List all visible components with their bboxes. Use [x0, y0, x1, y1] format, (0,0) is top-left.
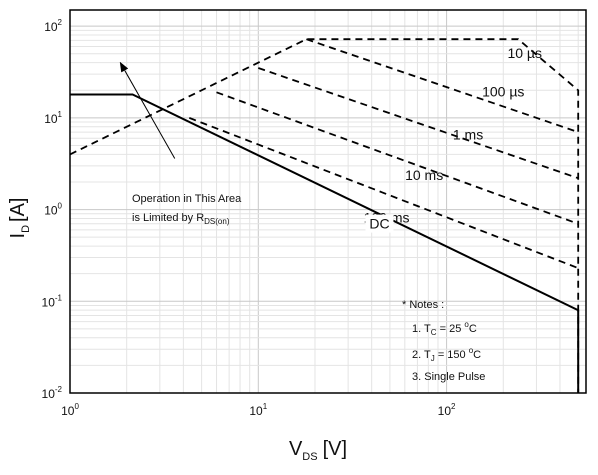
y-axis-title: ID [A] — [7, 198, 32, 239]
y-tick-label: 102 — [44, 18, 62, 34]
curves — [69, 38, 580, 393]
curve-label: 100 µs — [482, 84, 524, 100]
x-axis-unit: [V] — [323, 438, 347, 460]
note-2: 2. TJ = 150 oC — [412, 346, 481, 363]
series-10-s — [69, 38, 580, 393]
series-100-ms — [188, 117, 579, 269]
series-dc — [70, 93, 580, 393]
x-axis-sub: DS — [302, 451, 317, 463]
annotation: Operation in This Area is Limited by RDS… — [119, 61, 242, 226]
y-axis-unit: [A] — [7, 198, 29, 222]
series-10-ms — [216, 91, 579, 225]
x-tick-label: 102 — [438, 402, 456, 418]
x-axis-main: V — [289, 438, 303, 460]
annotation-line-2: is Limited by RDS(on) — [132, 212, 230, 226]
annotation-sub: DS(on) — [204, 217, 230, 226]
annotation-arrow — [119, 61, 176, 159]
y-tick-label: 10-1 — [42, 293, 63, 309]
notes-box: * Notes : 1. TC = 25 oC 2. TJ = 150 oC 3… — [402, 299, 485, 383]
x-axis-title: VDS [V] — [289, 438, 347, 463]
notes-title: * Notes : — [402, 299, 444, 311]
annotation-line-1: Operation in This Area — [132, 193, 242, 205]
x-tick-label: 100 — [61, 402, 79, 418]
annotation-line-2-text: is Limited by R — [132, 212, 204, 224]
dc-label-bg — [365, 214, 394, 233]
y-axis-main: I — [7, 233, 29, 239]
curve-label: 10 µs — [507, 45, 542, 61]
y-tick-label: 101 — [44, 110, 62, 126]
curve-label: 1 ms — [453, 127, 483, 143]
x-tick-label: 101 — [249, 402, 267, 418]
y-axis-sub: D — [20, 225, 32, 233]
y-tick-label: 10-2 — [42, 385, 63, 401]
curve-label: 10 ms — [405, 167, 443, 183]
y-tick-label: 100 — [44, 202, 62, 218]
series-1-ms — [258, 67, 579, 180]
plot-frame — [69, 9, 587, 394]
note-1: 1. TC = 25 oC — [412, 320, 477, 337]
note-3: 3. Single Pulse — [412, 371, 485, 383]
curve-label: DC — [369, 216, 389, 232]
tick-labels: 100 101 102 10-2 10-1 100 101 102 — [42, 18, 457, 418]
